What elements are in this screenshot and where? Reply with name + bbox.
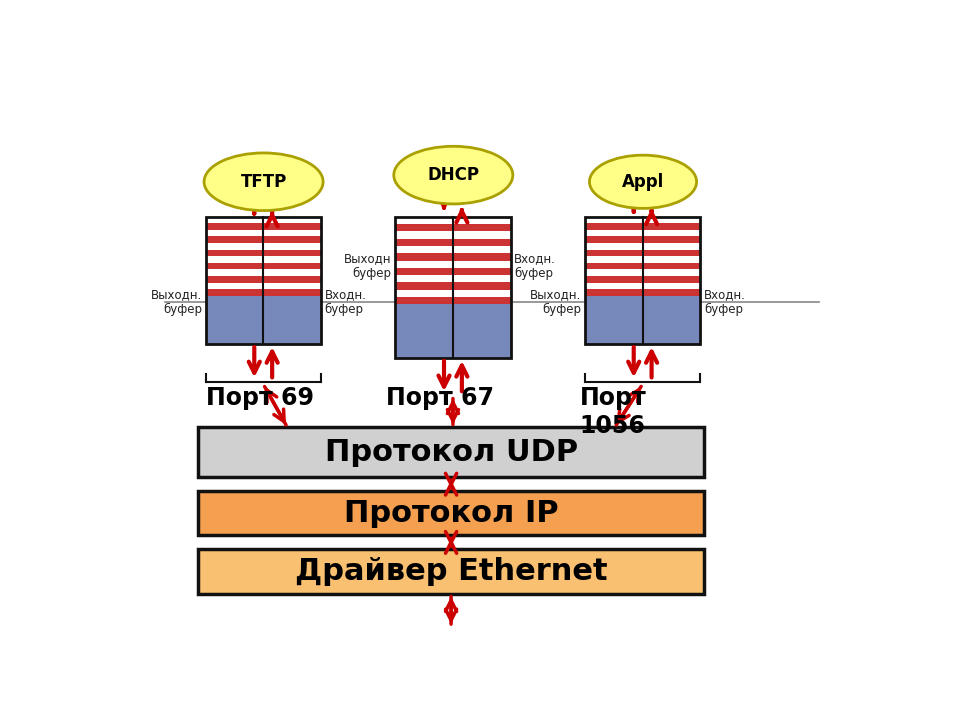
Bar (205, 282, 321, 289)
Text: TFTP: TFTP (240, 173, 287, 191)
Bar (205, 269, 321, 276)
Bar (396, 261, 511, 268)
Bar (205, 243, 321, 250)
Bar (396, 275, 511, 282)
Bar (585, 217, 701, 344)
Bar (396, 217, 511, 224)
Bar (396, 238, 511, 246)
Bar (396, 305, 511, 358)
Text: Порт 67: Порт 67 (386, 386, 494, 410)
Bar (585, 236, 701, 243)
Text: Выходн
буфер: Выходн буфер (344, 252, 392, 280)
Ellipse shape (394, 146, 513, 204)
Text: Протокол UDP: Протокол UDP (324, 438, 578, 467)
Bar (205, 217, 321, 344)
Bar (585, 243, 701, 250)
Ellipse shape (204, 153, 324, 210)
Bar (585, 289, 701, 296)
Bar (205, 276, 321, 282)
Text: Входн.
буфер: Входн. буфер (704, 288, 746, 316)
Bar (585, 282, 701, 289)
Text: Выходн.
буфер: Выходн. буфер (530, 288, 581, 316)
Bar (396, 253, 511, 261)
Bar (585, 217, 701, 223)
Bar (198, 549, 704, 594)
Bar (198, 491, 704, 536)
Text: Драйвер Ethernet: Драйвер Ethernet (295, 557, 608, 586)
Text: Appl: Appl (622, 173, 664, 191)
Text: Выходн.
буфер: Выходн. буфер (151, 288, 202, 316)
Text: Протокол IP: Протокол IP (344, 499, 559, 528)
Bar (585, 276, 701, 282)
Text: Порт 69: Порт 69 (205, 386, 314, 410)
Bar (396, 282, 511, 289)
Bar (396, 289, 511, 297)
Text: Порт
1056: Порт 1056 (580, 386, 646, 438)
Bar (205, 236, 321, 243)
Text: DHCP: DHCP (427, 166, 479, 184)
Bar (396, 297, 511, 305)
Text: Входн.
буфер: Входн. буфер (324, 288, 367, 316)
Bar (585, 263, 701, 269)
Text: Входн.
буфер: Входн. буфер (515, 252, 556, 280)
Bar (205, 289, 321, 296)
Bar (585, 269, 701, 276)
Bar (205, 256, 321, 263)
Bar (585, 250, 701, 256)
Bar (396, 224, 511, 231)
Bar (585, 296, 701, 344)
Bar (198, 428, 704, 477)
Bar (205, 230, 321, 236)
Bar (396, 246, 511, 253)
Bar (205, 223, 321, 230)
Bar (205, 217, 321, 223)
Bar (205, 296, 321, 344)
Bar (205, 250, 321, 256)
Bar (585, 256, 701, 263)
Bar (396, 231, 511, 238)
Bar (396, 268, 511, 275)
Bar (585, 223, 701, 230)
Bar (205, 263, 321, 269)
Ellipse shape (589, 155, 697, 208)
Bar (585, 230, 701, 236)
Bar (396, 217, 511, 358)
